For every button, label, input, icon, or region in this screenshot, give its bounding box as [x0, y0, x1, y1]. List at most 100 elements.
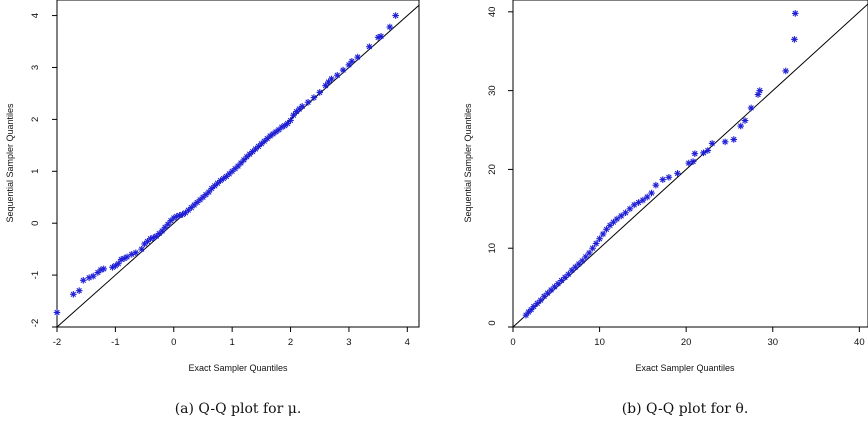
x-tick-label: 3	[346, 337, 351, 348]
x-tick-label: 0	[171, 337, 176, 348]
x-tick-label: 1	[230, 337, 235, 348]
y-tick-label: 10	[487, 243, 498, 254]
data-point	[582, 253, 590, 261]
x-tick-label: 2	[288, 337, 293, 348]
y-tick-label: 4	[30, 13, 41, 18]
data-point	[626, 205, 634, 213]
data-point	[89, 272, 97, 280]
data-point	[791, 10, 799, 17]
data-point	[704, 147, 712, 154]
data-point	[537, 296, 545, 304]
data-point	[339, 66, 347, 74]
data-point	[167, 217, 175, 224]
y-axis-title-mu: Sequential Sampler Quantiles	[5, 103, 15, 223]
data-point	[79, 276, 87, 284]
data-point	[333, 71, 341, 79]
data-point	[585, 249, 593, 257]
data-point	[648, 189, 655, 197]
data-point	[613, 215, 621, 223]
y-tick-label: 20	[487, 164, 498, 175]
data-point	[354, 53, 361, 61]
x-axis-title-mu: Exact Sampler Quantiles	[188, 363, 288, 373]
data-point	[328, 75, 335, 83]
data-point	[730, 136, 738, 143]
y-tick-label: 40	[487, 7, 498, 18]
y-axis-title-theta: Sequential Sampler Quantiles	[463, 103, 473, 223]
data-point	[377, 33, 385, 40]
data-point	[75, 287, 83, 294]
data-point	[348, 57, 356, 65]
x-tick-label: -2	[53, 337, 61, 348]
x-tick-label: -1	[111, 337, 119, 348]
y-tick-label: -1	[30, 271, 41, 279]
data-point	[304, 98, 312, 106]
x-axis-theta: 0 10 20 30 40	[510, 327, 865, 348]
data-point	[115, 260, 122, 267]
data-point	[100, 265, 108, 273]
data-point	[70, 291, 77, 298]
data-point	[756, 87, 764, 94]
points-theta	[522, 10, 799, 319]
data-point	[310, 94, 318, 101]
data-point	[635, 199, 642, 206]
data-point	[747, 104, 755, 112]
data-point	[366, 43, 373, 51]
data-point	[53, 309, 61, 316]
data-point	[290, 111, 297, 119]
x-tick-label: 20	[681, 337, 692, 348]
data-point	[138, 245, 145, 253]
data-point	[617, 212, 625, 220]
data-point	[639, 196, 647, 204]
x-tick-label: 30	[767, 337, 778, 348]
data-point	[392, 12, 399, 19]
data-point	[643, 193, 651, 201]
data-point	[708, 140, 716, 147]
y-axis-mu: -2 -1 0 1 2 3 4	[30, 13, 57, 328]
y-tick-label: 0	[487, 320, 498, 325]
caption-mu: (a) Q-Q plot for μ.	[175, 401, 302, 417]
qq-plot-theta-panel: 0 10 20 30 40 0 10 20 30 40 Exact Sampler Quanti…	[463, 0, 868, 417]
data-point	[592, 240, 600, 247]
data-point	[741, 117, 749, 124]
data-point	[689, 158, 697, 165]
data-point	[589, 244, 596, 252]
x-tick-label: 10	[594, 337, 605, 348]
data-point	[665, 173, 673, 181]
data-point	[109, 264, 116, 271]
y-tick-label: 0	[30, 221, 41, 226]
data-point	[132, 249, 140, 257]
x-tick-label: 0	[510, 337, 515, 348]
data-point	[547, 286, 555, 294]
x-tick-label: 4	[405, 337, 410, 348]
data-point	[691, 150, 699, 157]
data-point	[298, 103, 306, 110]
y-tick-label: 30	[487, 85, 498, 96]
data-point	[791, 36, 798, 43]
data-point	[782, 67, 790, 75]
data-point	[737, 122, 745, 130]
data-point	[721, 138, 729, 146]
x-tick-label: 40	[854, 337, 865, 348]
points-mu	[53, 12, 399, 316]
data-point	[170, 214, 178, 222]
qq-plot-mu-panel: -2 -1 0 1 2 3 4 -2 -1 0 1 2 3 4 Exact Sampler Quanti…	[5, 0, 420, 417]
data-point	[652, 181, 660, 189]
data-point	[205, 188, 213, 196]
caption-theta: (b) Q-Q plot for θ.	[622, 401, 749, 417]
data-point	[123, 253, 131, 261]
data-point	[659, 176, 667, 183]
y-axis-theta: 0 10 20 30 40	[487, 7, 513, 328]
data-point	[287, 117, 294, 124]
data-point	[596, 235, 603, 243]
data-point	[155, 230, 163, 237]
x-axis-mu: -2 -1 0 1 2 3 4	[53, 327, 410, 348]
data-point	[561, 274, 569, 281]
y-tick-label: -2	[30, 319, 41, 327]
data-point	[386, 23, 394, 31]
y-tick-label: 2	[30, 117, 41, 122]
y-tick-label: 3	[30, 65, 41, 70]
plot-frame-theta	[512, 0, 868, 328]
plot-frame-mu	[56, 0, 420, 328]
data-point	[599, 230, 607, 238]
